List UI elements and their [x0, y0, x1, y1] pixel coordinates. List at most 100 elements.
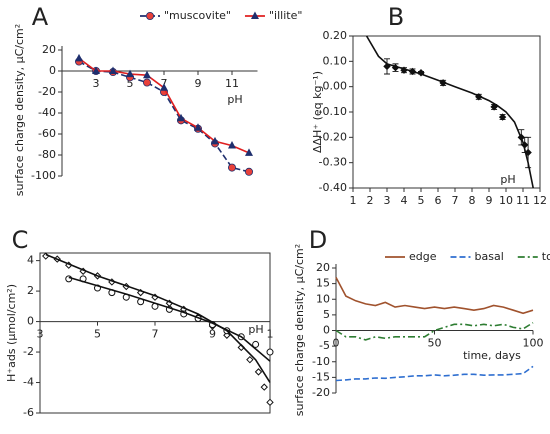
series-line [335, 365, 534, 382]
y-tick-label: -0.30 [319, 156, 347, 169]
x-tick-label: 11 [225, 77, 239, 90]
x-tick-label: 9 [486, 194, 493, 207]
marker [227, 163, 236, 172]
marker [126, 69, 134, 78]
x-tick-label: 1 [350, 194, 357, 207]
y-axis-title: surface charge density, μC/cm² [293, 244, 306, 416]
y-tick-label: 0 [49, 64, 56, 77]
plot-frame [39, 252, 271, 414]
marker [475, 93, 483, 101]
marker [266, 348, 274, 356]
y-tick-label: -80 [38, 148, 56, 161]
marker [439, 79, 447, 87]
x-tick-label: 50 [428, 337, 442, 350]
marker [250, 11, 259, 19]
legend-label: basal [475, 250, 504, 263]
panel-letter: D [309, 226, 327, 254]
series-line [68, 276, 271, 362]
y-tick-label: -60 [38, 127, 56, 140]
series-line [45, 253, 271, 383]
y-tick-label: -6 [23, 406, 34, 419]
x-tick-label: 12 [533, 194, 547, 207]
x-tick-label: 5 [127, 77, 134, 90]
x-tick-label: 10 [499, 194, 513, 207]
y-tick-label: 0.00 [323, 80, 348, 93]
marker [143, 70, 151, 79]
marker [260, 383, 268, 391]
marker [408, 67, 417, 76]
marker [246, 355, 254, 364]
panel-letter: C [12, 226, 29, 254]
marker [194, 123, 202, 131]
y-tick-label: 0.20 [323, 29, 348, 42]
y-tick-label: 2 [27, 284, 34, 297]
panel-letter: A [32, 3, 49, 31]
marker [417, 69, 425, 77]
y-tick-label: -0.10 [319, 105, 347, 118]
series-line [335, 277, 534, 315]
x-tick-label: 5 [418, 194, 425, 207]
marker [145, 11, 154, 20]
y-tick-label: 4 [27, 254, 34, 267]
legend-label: total [542, 250, 550, 263]
marker [160, 83, 168, 91]
y-tick-label: -5 [319, 339, 330, 352]
y-tick-label: -100 [31, 169, 56, 182]
marker [92, 66, 100, 74]
y-tick-label: -2 [23, 345, 34, 358]
y-tick-label: 0 [27, 315, 34, 328]
y-tick-label: -0.20 [319, 130, 347, 143]
x-axis-title: pH [500, 173, 515, 186]
legend-label: "muscovite" [164, 9, 231, 22]
y-tick-label: 20 [42, 43, 56, 56]
x-tick-label: 7 [452, 194, 459, 207]
y-tick-label: 20 [316, 261, 330, 274]
x-tick-label: 4 [401, 194, 408, 207]
y-tick-label: 10 [316, 292, 330, 305]
marker [142, 78, 151, 87]
x-axis-title: pH [248, 323, 263, 336]
y-tick-label: 15 [316, 277, 330, 290]
panel-letter: B [388, 3, 404, 31]
marker [391, 63, 400, 72]
marker [524, 148, 532, 157]
marker [228, 141, 236, 149]
x-axis-title: pH [227, 93, 242, 106]
marker [252, 340, 260, 348]
x-tick-label: 1 [267, 328, 274, 341]
y-axis-title: H⁺ads (μmol/cm²) [5, 284, 18, 382]
x-tick-label: 3 [37, 328, 44, 341]
y-axis-title: ΔΔH⁺ (eq kg⁻¹) [311, 71, 324, 153]
y-tick-label: -20 [38, 85, 56, 98]
x-tick-label: 3 [93, 77, 100, 90]
marker [383, 62, 391, 71]
x-tick-label: 11 [516, 194, 530, 207]
x-tick-label: 3 [384, 194, 391, 207]
y-tick-label: -4 [23, 376, 34, 389]
y-tick-label: 5 [323, 308, 330, 321]
legend-label: "illite" [269, 9, 302, 22]
series-line [365, 35, 534, 189]
marker [65, 275, 73, 283]
y-tick-label: 0.10 [323, 54, 348, 67]
y-tick-label: -20 [312, 386, 330, 399]
x-tick-label: 7 [152, 328, 159, 341]
y-tick-label: -15 [312, 370, 330, 383]
x-tick-label: 8 [469, 194, 476, 207]
marker [177, 113, 185, 122]
marker [490, 103, 498, 111]
x-tick-label: 9 [195, 77, 202, 90]
marker [400, 66, 408, 74]
x-tick-label: 9 [209, 328, 216, 341]
y-axis-title: surface charge density, μC/cm² [13, 24, 26, 196]
marker [266, 398, 274, 407]
marker [245, 148, 253, 156]
marker [517, 133, 526, 142]
marker [498, 113, 507, 121]
y-tick-label: 0 [323, 324, 330, 337]
x-tick-label: 100 [523, 337, 544, 350]
marker [520, 141, 529, 149]
marker [75, 53, 83, 62]
marker [244, 167, 253, 176]
